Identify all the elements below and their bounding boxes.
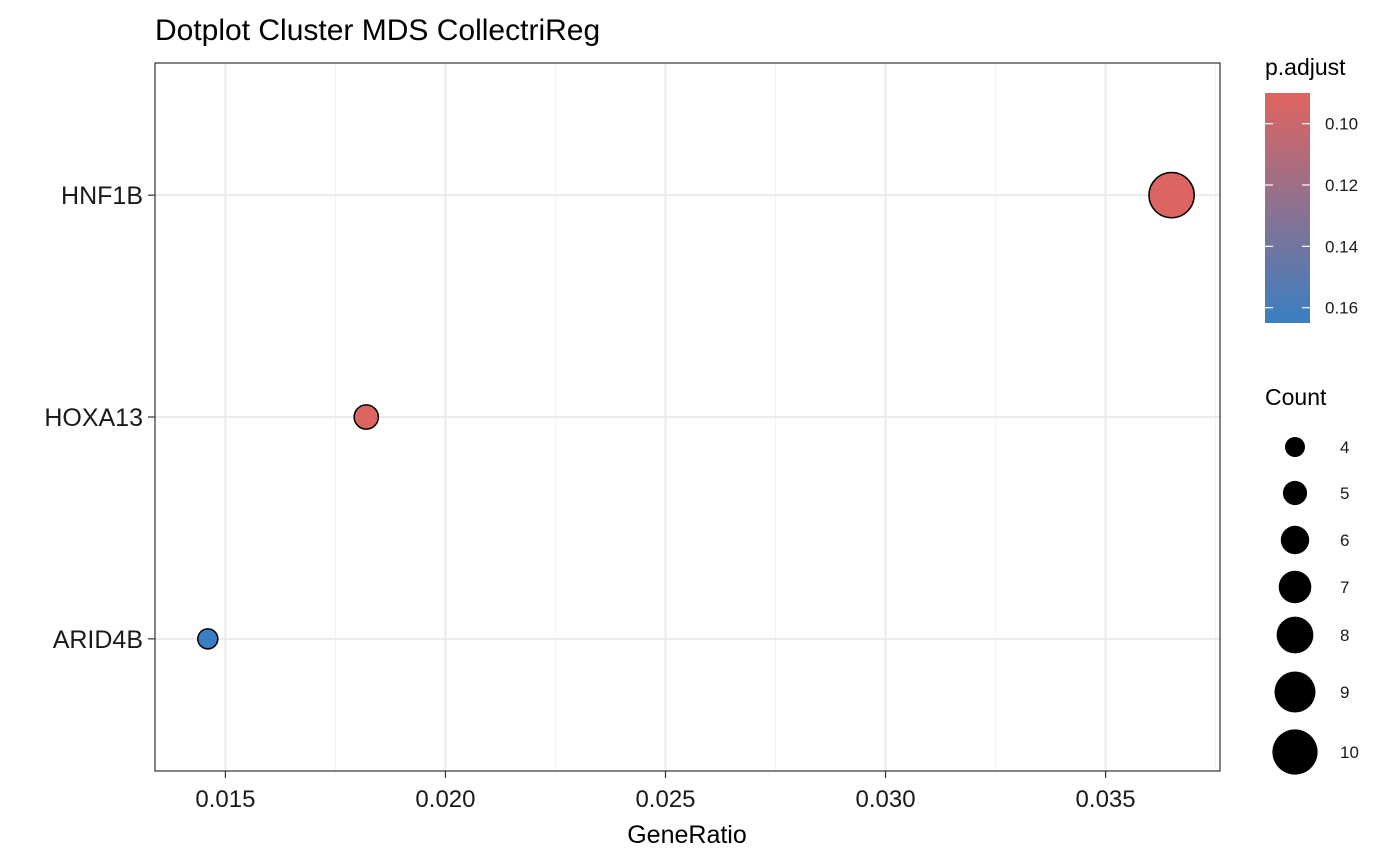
x-axis: 0.015 0.020 0.025 0.030 0.035 [195,771,1136,813]
size-legend-dot [1276,616,1314,654]
size-legend-dot [1285,437,1305,457]
size-legend-dot [1272,729,1318,775]
size-legend: Count 4 5 6 7 8 9 10 [1265,384,1359,775]
size-legend-label: 6 [1340,531,1349,550]
x-tick-label: 0.030 [856,786,916,813]
size-legend-label: 10 [1340,743,1359,762]
x-tick-label: 0.015 [195,786,255,813]
size-legend-dot [1278,570,1312,604]
grid-lines [155,63,1220,771]
size-legend-dot [1280,525,1310,555]
y-axis: HNF1B HOXA13 ARID4B [44,182,155,654]
color-legend-label: 0.10 [1325,115,1358,134]
data-points [197,171,1195,650]
point-hnf1b [1148,171,1195,219]
x-tick-label: 0.020 [415,786,475,813]
color-legend-title: p.adjust [1265,54,1346,80]
color-legend-ticks: 0.10 0.12 0.14 0.16 [1265,115,1358,318]
color-legend: p.adjust 0.10 0.12 0.14 0.16 [1265,54,1358,323]
point-hoxa13 [353,404,380,430]
color-legend-bar [1265,93,1310,323]
color-legend-label: 0.16 [1325,299,1358,318]
size-legend-label: 9 [1340,683,1349,702]
size-legend-items: 4 5 6 7 8 9 10 [1272,437,1359,775]
y-tick-label: HOXA13 [44,404,143,432]
chart-title: Dotplot Cluster MDS CollectriReg [155,14,600,47]
color-legend-label: 0.12 [1325,176,1358,195]
color-legend-label: 0.14 [1325,237,1358,256]
x-axis-title: GeneRatio [627,821,747,849]
x-tick-label: 0.025 [635,786,695,813]
size-legend-label: 5 [1340,484,1349,503]
size-legend-dot [1274,671,1316,713]
size-legend-label: 8 [1340,626,1349,645]
size-legend-label: 4 [1340,438,1349,457]
size-legend-label: 7 [1340,578,1349,597]
size-legend-dot [1282,480,1308,506]
y-tick-label: ARID4B [53,626,143,654]
size-legend-title: Count [1265,384,1327,410]
y-tick-label: HNF1B [61,182,143,210]
point-arid4b [197,628,219,650]
x-tick-label: 0.035 [1076,786,1136,813]
